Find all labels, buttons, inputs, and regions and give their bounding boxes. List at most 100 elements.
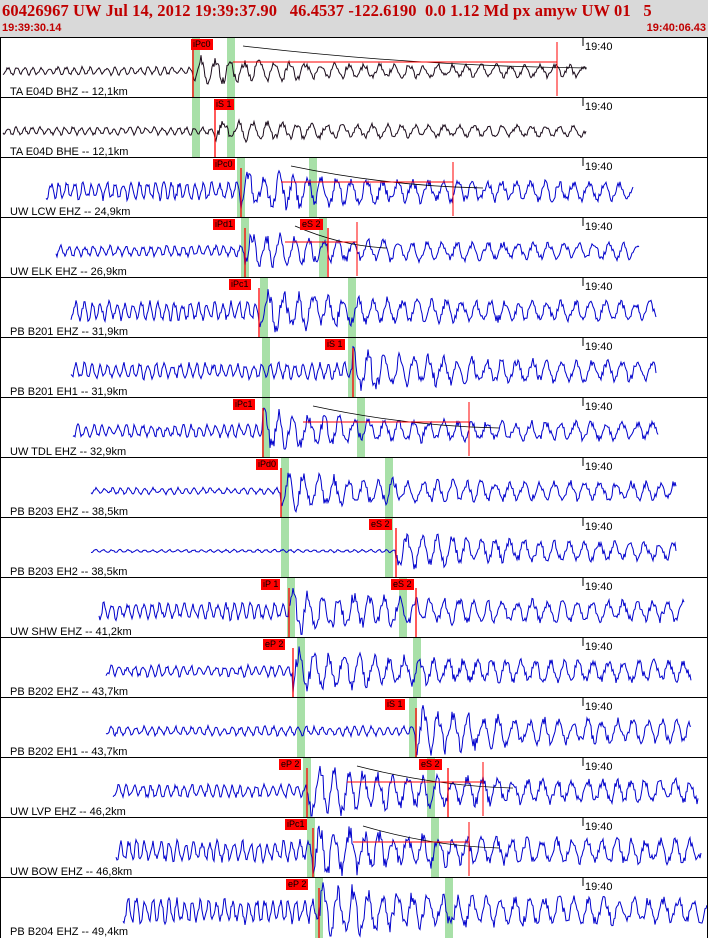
waveform-panel[interactable]: iS 1 19:40 TA E04D BHE -- 12,1km <box>0 97 708 158</box>
seismic-trace <box>122 882 707 938</box>
seismogram-canvas <box>122 878 707 938</box>
station-label: PB B204 EHZ -- 49,4km <box>10 926 128 938</box>
time-tick-label: 19:40 <box>585 581 613 593</box>
time-tick-label: 19:40 <box>585 401 613 413</box>
waveform-panel[interactable]: iS 1 19:40 PB B201 EH1 -- 31,9km <box>0 337 708 398</box>
phase-pick-tag[interactable]: eP 2 <box>263 639 286 650</box>
seismic-trace <box>2 118 587 144</box>
phase-pick-tag[interactable]: iPd1 <box>213 219 236 230</box>
phase-pick-tag[interactable]: iP 1 <box>261 579 281 590</box>
time-tick-label: 19:40 <box>585 521 613 533</box>
waveform-panel[interactable]: eP 2 19:40 PB B204 EHZ -- 49,4km <box>0 877 708 938</box>
time-tick-label: 19:40 <box>585 281 613 293</box>
waveform-panel[interactable]: iP 1 eS 2 19:40 UW SHW EHZ -- 41,2km <box>0 577 708 638</box>
seismic-trace <box>105 646 692 693</box>
pick-window-marker <box>262 398 270 458</box>
phase-pick-tag[interactable]: eP 2 <box>286 879 309 890</box>
phase-pick-tag[interactable]: eS 2 <box>369 519 392 530</box>
time-tick-label: 19:40 <box>585 761 613 773</box>
seismic-trace <box>98 588 685 635</box>
station-label: PB B203 EHZ -- 38,5km <box>10 506 128 518</box>
waveform-panel[interactable]: eS 2 19:40 PB B203 EH2 -- 38,5km <box>0 517 708 578</box>
seismic-trace <box>112 765 699 817</box>
station-label: UW LVP EHZ -- 46,2km <box>10 806 126 818</box>
waveform-panel[interactable]: iPc1 19:40 UW BOW EHZ -- 46,8km <box>0 817 708 878</box>
seismogram-canvas <box>112 758 699 818</box>
seismogram-canvas <box>70 338 657 398</box>
phase-pick-tag[interactable]: iPc1 <box>229 279 251 290</box>
seismic-trace <box>70 289 657 333</box>
phase-pick-tag[interactable]: iPc0 <box>213 159 235 170</box>
station-label: PB B201 EHZ -- 31,9km <box>10 326 128 338</box>
pick-window-marker <box>385 518 393 578</box>
pick-window-marker <box>227 98 235 158</box>
seismic-trace <box>70 345 657 391</box>
phase-pick-tag[interactable]: iPc0 <box>191 39 213 50</box>
waveform-panel[interactable]: eP 2 19:40 PB B202 EHZ -- 43,7km <box>0 637 708 698</box>
pick-window-marker <box>357 398 365 458</box>
seismogram-canvas <box>115 818 702 878</box>
seismogram-canvas <box>2 38 588 98</box>
station-label: TA E04D BHZ -- 12,1km <box>10 86 128 98</box>
time-tick-label: 19:40 <box>585 821 613 833</box>
waveform-panel[interactable]: iPd1 eS 2 19:40 UW ELK EHZ -- 26,9km <box>0 217 708 278</box>
pick-window-marker <box>445 878 453 938</box>
time-tick-label: 19:40 <box>585 161 613 173</box>
seismic-trace <box>105 705 692 756</box>
pick-window-marker <box>431 818 439 878</box>
pick-window-marker <box>297 638 305 698</box>
station-label: PB B202 EH1 -- 43,7km <box>10 746 128 758</box>
pick-window-marker <box>319 218 327 278</box>
time-tick-label: 19:40 <box>585 221 613 233</box>
seismogram-canvas <box>70 278 657 338</box>
phase-pick-tag[interactable]: iPd0 <box>256 459 279 470</box>
pick-window-marker <box>262 338 270 398</box>
waveform-panel[interactable]: iPd0 19:40 PB B203 EHZ -- 38,5km <box>0 457 708 518</box>
window-end-time: 19:40:06.43 <box>646 22 706 34</box>
phase-pick-tag[interactable]: iS 1 <box>214 99 234 110</box>
seismic-trace <box>55 232 640 269</box>
time-tick-label: 19:40 <box>585 341 613 353</box>
seismogram-canvas <box>2 98 587 158</box>
seismogram-canvas <box>105 698 692 758</box>
time-tick-label: 19:40 <box>585 641 613 653</box>
seismogram-canvas <box>72 398 659 458</box>
record-header: 60426967 UW Jul 14, 2012 19:39:37.90 46.… <box>0 0 708 38</box>
pick-window-marker <box>309 158 317 218</box>
time-tick-label: 19:40 <box>585 881 613 893</box>
phase-pick-tag[interactable]: iS 1 <box>385 699 405 710</box>
waveform-panel[interactable]: iPc0 19:40 UW LCW EHZ -- 24,9km <box>0 157 708 218</box>
station-label: PB B203 EH2 -- 38,5km <box>10 566 128 578</box>
waveform-panel[interactable]: iPc1 19:40 PB B201 EHZ -- 31,9km <box>0 277 708 338</box>
time-tick-label: 19:40 <box>585 101 613 113</box>
station-label: PB B202 EHZ -- 43,7km <box>10 686 128 698</box>
waveform-panel[interactable]: iS 1 19:40 PB B202 EH1 -- 43,7km <box>0 697 708 758</box>
waveform-panel[interactable]: iPc1 19:40 UW TDL EHZ -- 32,9km <box>0 397 708 458</box>
seismic-trace <box>72 407 659 450</box>
phase-pick-tag[interactable]: iS 1 <box>325 339 345 350</box>
station-label: UW BOW EHZ -- 46,8km <box>10 866 133 878</box>
phase-pick-tag[interactable]: iPc1 <box>233 399 255 410</box>
coda-decay-curve <box>356 765 514 789</box>
station-label: UW ELK EHZ -- 26,9km <box>10 266 127 278</box>
waveform-panel[interactable]: iPc0 19:40 TA E04D BHZ -- 12,1km <box>0 37 708 98</box>
waveform-panel[interactable]: eP 2 eS 2 19:40 UW LVP EHZ -- 46,2km <box>0 757 708 818</box>
time-tick-label: 19:40 <box>585 41 613 53</box>
seismic-trace <box>90 532 677 570</box>
pick-window-marker <box>348 278 356 338</box>
coda-decay-curve <box>290 165 484 189</box>
phase-pick-tag[interactable]: iPc1 <box>285 819 307 830</box>
phase-pick-tag[interactable]: eP 2 <box>279 759 302 770</box>
pick-window-marker <box>297 698 305 758</box>
phase-pick-tag[interactable]: eS 2 <box>300 219 323 230</box>
seismogram-canvas <box>90 518 677 578</box>
pick-window-marker <box>281 518 289 578</box>
coda-decay-curve <box>242 45 588 69</box>
pick-window-marker <box>192 98 200 158</box>
pick-window-marker <box>281 458 289 518</box>
pick-window-marker <box>427 758 435 818</box>
seismogram-canvas <box>45 158 634 218</box>
phase-pick-tag[interactable]: eS 2 <box>391 579 414 590</box>
waveform-panel-stack: iPc0 19:40 TA E04D BHZ -- 12,1km iS 1 19:40 T… <box>0 37 708 938</box>
phase-pick-tag[interactable]: eS 2 <box>419 759 442 770</box>
